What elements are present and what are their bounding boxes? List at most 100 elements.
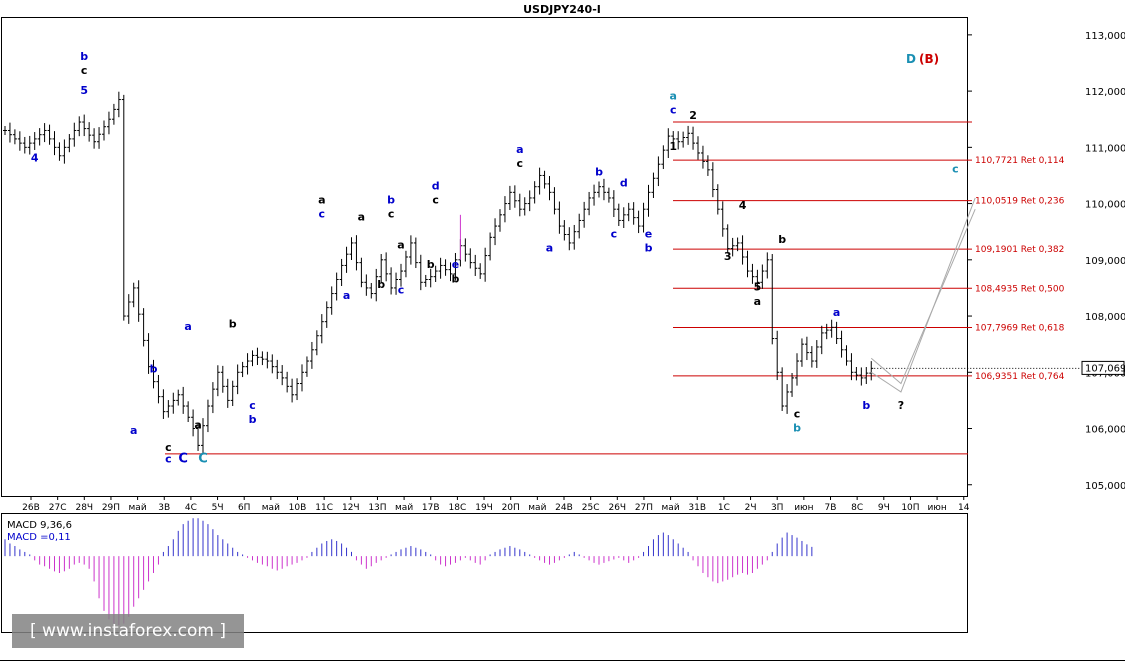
chart-title: USDJPY240-I (523, 3, 601, 16)
x-tick-label: 14 (958, 503, 970, 513)
projection-path (870, 197, 976, 393)
x-tick-label: 2Ч (745, 503, 757, 513)
wave-degree-main: D (906, 52, 916, 66)
x-tick-label: май (262, 503, 280, 513)
wave-label: c (249, 399, 256, 412)
x-tick-label: 4С (185, 503, 197, 513)
wave-label: a (754, 295, 761, 308)
wave-label: a (343, 289, 350, 302)
wave-label: d (620, 177, 628, 190)
y-tick-label: 109,000 (1085, 256, 1125, 267)
x-tick-label: 27С (49, 503, 67, 513)
x-tick-label: май (528, 503, 546, 513)
fib-level-label: 109,1901 Ret 0,382 (975, 245, 1064, 255)
x-tick-label: 29П (102, 503, 120, 513)
x-tick-label: июн (927, 503, 946, 513)
fib-level-label: 110,7721 Ret 0,114 (975, 156, 1065, 166)
wave-label: c (165, 452, 172, 465)
fib-level-label: 107,7969 Ret 0,618 (975, 323, 1065, 333)
x-tick-label: 25С (582, 503, 600, 513)
x-tick-label: 28Ч (75, 503, 93, 513)
wave-label: 3 (724, 250, 732, 263)
x-tick-label: 6П (238, 503, 251, 513)
wave-label: b (427, 258, 435, 271)
x-tick-label: 10В (289, 503, 307, 513)
wave-label: c (319, 208, 326, 221)
x-tick-label: 18С (449, 503, 467, 513)
instaforex-watermark: [ www.instaforex.com ] (12, 614, 244, 648)
y-tick-label: 111,000 (1085, 143, 1125, 154)
x-tick-label: 13П (368, 503, 386, 513)
wave-label: b (452, 272, 460, 285)
wave-label: a (833, 306, 840, 319)
x-tick-label: июн (794, 503, 813, 513)
x-tick-label: 31В (688, 503, 706, 513)
wave-label: a (516, 143, 523, 156)
x-tick-label: май (129, 503, 147, 513)
x-tick-label: 3В (158, 503, 170, 513)
x-tick-label: 17В (422, 503, 440, 513)
x-tick-label: 1С (718, 503, 730, 513)
wave-label: a (184, 320, 191, 333)
x-tick-label: 11С (315, 503, 333, 513)
current-price-box (1081, 360, 1125, 375)
wave-label: C (198, 451, 208, 466)
wave-label: b (229, 317, 237, 330)
wave-label: c (398, 284, 405, 297)
price-axis: 113,000 112,000 111,000 110,000 109,000 108,0… (967, 31, 1125, 492)
wave-label: 2 (689, 109, 697, 122)
wave-label: C (178, 451, 188, 466)
wave-label: c (517, 157, 524, 170)
wave-label: a (397, 239, 404, 252)
x-tick-label: май (395, 503, 413, 513)
wave-label: a (546, 241, 553, 254)
main-plot-frame (1, 17, 968, 497)
wave-label: a (194, 419, 201, 432)
x-tick-label: 7В (825, 503, 837, 513)
x-tick-label: 19Ч (475, 503, 493, 513)
projection-layer (870, 197, 976, 393)
fib-level-label: 110,0519 Ret 0,236 (975, 197, 1065, 207)
wave-label: d (432, 180, 440, 193)
x-tick-label: 10П (901, 503, 919, 513)
wave-label: b (862, 399, 870, 412)
x-tick-label: 8С (851, 503, 863, 513)
macd-panel-frame (1, 513, 968, 633)
wave-label: c (165, 441, 172, 454)
x-tick-label: 27П (635, 503, 653, 513)
y-tick-label: 113,000 (1085, 31, 1125, 42)
wave-label: e (645, 227, 652, 240)
y-tick-label: 106,000 (1085, 425, 1125, 436)
wave-label: b (150, 362, 158, 375)
wave-label: b (778, 233, 786, 246)
wave-label: c (794, 407, 801, 420)
wave-label: ? (898, 399, 904, 412)
x-tick-label: 26Ч (608, 503, 626, 513)
wave-label: b (595, 165, 603, 178)
wave-label: b (387, 194, 395, 207)
x-tick-label: 9Ч (878, 503, 890, 513)
wave-label: 5 (80, 84, 88, 97)
wave-label: b (80, 50, 88, 63)
wave-label: a (358, 210, 365, 223)
time-axis: 26В 27С 28Ч 29П май 3В 4С 5Ч 6П май 10В 11С 12Ч 13П ма… (22, 496, 970, 513)
x-tick-label: 3П (771, 503, 784, 513)
wave-label: 1 (669, 140, 677, 153)
fib-level-label: 106,9351 Ret 0,764 (975, 372, 1065, 382)
macd-value-label: MACD =0,11 (7, 532, 71, 543)
macd-label: MACD 9,36,6 (7, 520, 72, 531)
wave-label: c (670, 104, 677, 117)
x-tick-label: 12Ч (342, 503, 360, 513)
y-tick-label: 105,000 (1085, 481, 1125, 492)
wave-label: b (249, 413, 257, 426)
wave-label: c (388, 208, 395, 221)
wave-label: a (670, 90, 677, 103)
wave-label: 4 (31, 151, 39, 164)
wave-label: b (793, 421, 801, 434)
x-tick-label: 26В (22, 503, 40, 513)
wave-label: 5 (754, 281, 762, 294)
x-tick-label: май (662, 503, 680, 513)
x-tick-label: 5Ч (212, 503, 224, 513)
